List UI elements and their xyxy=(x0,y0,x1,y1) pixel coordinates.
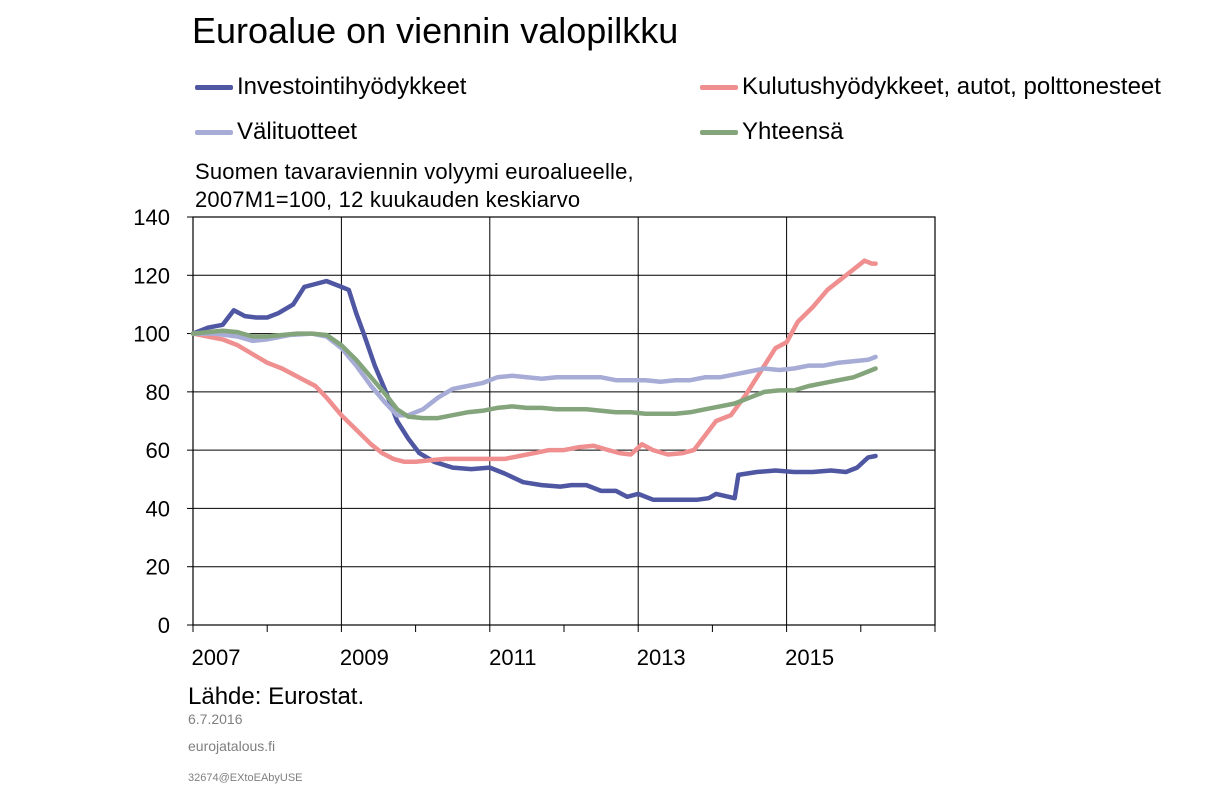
publication-date: 6.7.2016 xyxy=(188,711,243,727)
x-tick-label: 2007 xyxy=(192,645,241,670)
y-tick-label: 0 xyxy=(158,613,170,638)
series-line-3 xyxy=(190,328,878,421)
chart-subtitle-line2: 2007M1=100, 12 kuukauden keskiarvo xyxy=(195,187,581,212)
legend-item-valituotteet: Välituotteet xyxy=(195,118,357,146)
legend-item-kulutushyodykkeet: Kulutushyödykkeet, autot, polttonesteet xyxy=(700,73,1161,101)
y-tick-label: 80 xyxy=(146,380,170,405)
legend-swatch-valituotteet xyxy=(195,129,233,135)
legend-label: Välituotteet xyxy=(237,118,358,145)
legend-label: Investointihyödykkeet xyxy=(237,73,467,100)
y-tick-label: 120 xyxy=(133,263,170,288)
y-tick-label: 60 xyxy=(146,438,170,463)
legend-swatch-kulutushyodykkeet xyxy=(700,84,738,90)
site-name: eurojatalous.fi xyxy=(188,738,276,754)
legend-item-investointihyodykkeet: Investointihyödykkeet xyxy=(195,73,466,101)
plot-frame xyxy=(192,216,936,626)
y-tick-label: 40 xyxy=(146,496,170,521)
legend-item-yhteensa: Yhteensä xyxy=(700,118,843,146)
y-tick-label: 20 xyxy=(146,555,170,580)
chart-subtitle-line1: Suomen tavaraviennin volyymi euroalueell… xyxy=(195,159,634,184)
y-tick-label: 140 xyxy=(133,205,170,230)
legend-label: Kulutushyödykkeet, autot, polttonesteet xyxy=(742,73,1161,100)
chart-code: 32674@EXtoEAbyUSE xyxy=(188,772,303,784)
x-tick-label: 2009 xyxy=(340,645,389,670)
x-tick-label: 2011 xyxy=(489,645,536,670)
legend-label: Yhteensä xyxy=(742,118,844,145)
chart-title: Euroalue on viennin valopilkku xyxy=(192,10,679,51)
series-line-1 xyxy=(190,258,878,465)
legend-swatch-investointihyodykkeet xyxy=(195,84,233,90)
y-tick-label: 100 xyxy=(133,322,170,347)
legend-swatch-yhteensa xyxy=(700,129,738,135)
series-line-0 xyxy=(190,278,878,502)
x-tick-label: 2013 xyxy=(637,645,686,670)
x-tick-label: 2015 xyxy=(785,645,834,670)
source-note: Lähde: Eurostat. xyxy=(188,683,365,710)
